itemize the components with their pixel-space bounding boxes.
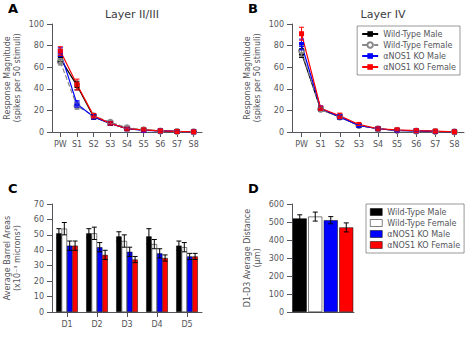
svg-text:Wild-Type Male: Wild-Type Male	[387, 208, 446, 217]
svg-text:C: C	[8, 181, 18, 196]
svg-text:S8: S8	[449, 140, 459, 149]
svg-text:40: 40	[34, 84, 44, 93]
svg-text:Wild-Type Male: Wild-Type Male	[383, 30, 442, 39]
svg-text:30: 30	[34, 261, 44, 270]
svg-text:S5: S5	[392, 140, 402, 149]
svg-text:100: 100	[269, 290, 284, 299]
svg-text:(spikes per 50 stimuli): (spikes per 50 stimuli)	[253, 33, 262, 122]
svg-text:40: 40	[274, 84, 284, 93]
svg-text:50: 50	[34, 230, 44, 239]
svg-text:PW: PW	[54, 140, 67, 149]
svg-text:S7: S7	[430, 140, 440, 149]
svg-text:S8: S8	[189, 140, 199, 149]
svg-text:S4: S4	[122, 140, 132, 149]
svg-text:20: 20	[34, 277, 44, 286]
svg-text:D2: D2	[91, 320, 102, 329]
svg-text:S1: S1	[316, 140, 326, 149]
svg-text:600: 600	[269, 200, 284, 209]
svg-text:300: 300	[269, 254, 284, 263]
svg-text:S5: S5	[139, 140, 149, 149]
svg-text:S2: S2	[335, 140, 345, 149]
svg-text:0: 0	[39, 128, 44, 137]
svg-text:500: 500	[269, 218, 284, 227]
svg-text:Wild-Type Female: Wild-Type Female	[383, 41, 452, 50]
svg-text:70: 70	[34, 200, 44, 209]
svg-text:100: 100	[29, 20, 44, 29]
svg-text:80: 80	[274, 41, 284, 50]
svg-text:0: 0	[39, 308, 44, 317]
svg-text:0: 0	[279, 128, 284, 137]
svg-text:100: 100	[269, 20, 284, 29]
svg-text:Layer II/III: Layer II/III	[105, 8, 159, 21]
svg-text:S3: S3	[354, 140, 364, 149]
svg-text:(μm): (μm)	[253, 248, 262, 267]
svg-text:80: 80	[34, 41, 44, 50]
svg-text:0: 0	[279, 308, 284, 317]
svg-text:60: 60	[274, 63, 284, 72]
svg-text:S4: S4	[373, 140, 383, 149]
svg-text:αNOS1 KO Male: αNOS1 KO Male	[387, 230, 450, 239]
svg-text:20: 20	[34, 106, 44, 115]
svg-text:400: 400	[269, 236, 284, 245]
svg-text:αNOS1 KO Female: αNOS1 KO Female	[383, 63, 456, 72]
svg-text:Response Magnitude: Response Magnitude	[243, 36, 252, 119]
svg-text:S7: S7	[172, 140, 182, 149]
svg-text:60: 60	[34, 215, 44, 224]
svg-text:D: D	[248, 181, 259, 196]
svg-text:Wild-Type Female: Wild-Type Female	[387, 219, 456, 228]
svg-text:60: 60	[34, 63, 44, 72]
svg-text:S1: S1	[72, 140, 82, 149]
svg-text:10: 10	[34, 292, 44, 301]
svg-text:B: B	[248, 1, 258, 16]
svg-text:(spikes per 50 stimuli): (spikes per 50 stimuli)	[13, 33, 22, 122]
svg-text:D5: D5	[181, 320, 192, 329]
svg-text:D1-D3 Average Distance: D1-D3 Average Distance	[243, 209, 252, 307]
svg-text:Layer IV: Layer IV	[361, 8, 406, 21]
svg-text:200: 200	[269, 272, 284, 281]
svg-text:αNOS1 KO Female: αNOS1 KO Female	[387, 241, 460, 250]
svg-text:Average Barrel Areas: Average Barrel Areas	[3, 216, 12, 300]
svg-text:Response Magnitude: Response Magnitude	[3, 36, 12, 119]
svg-text:S2: S2	[89, 140, 99, 149]
svg-text:40: 40	[34, 246, 44, 255]
svg-text:20: 20	[274, 106, 284, 115]
svg-text:D4: D4	[151, 320, 162, 329]
svg-text:D3: D3	[121, 320, 132, 329]
svg-text:A: A	[8, 1, 18, 16]
svg-text:S3: S3	[105, 140, 115, 149]
svg-text:αNOS1 KO Male: αNOS1 KO Male	[383, 52, 446, 61]
svg-text:S6: S6	[155, 140, 165, 149]
svg-text:PW: PW	[295, 140, 308, 149]
svg-text:D1: D1	[61, 320, 72, 329]
svg-text:S6: S6	[411, 140, 421, 149]
svg-text:(x10⁻³ microns²): (x10⁻³ microns²)	[13, 225, 22, 291]
